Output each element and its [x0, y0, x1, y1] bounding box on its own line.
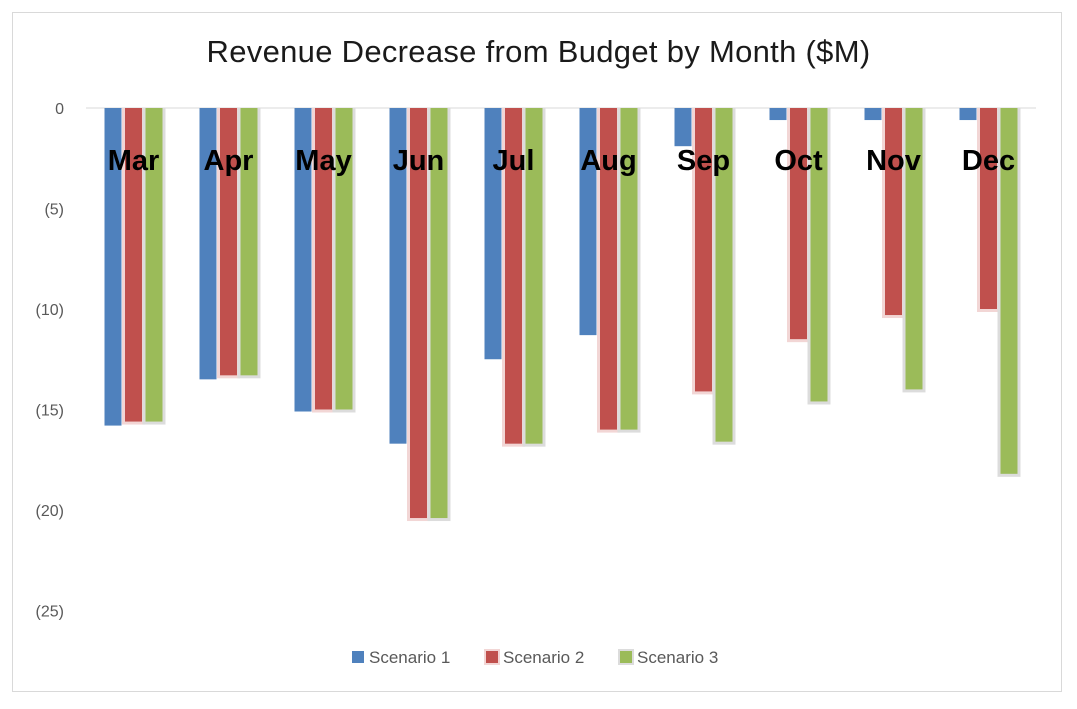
- bar-scenario-1-may: [294, 108, 312, 412]
- bar-scenario-1-sep: [674, 108, 692, 147]
- legend-swatch-scenario-2: [486, 651, 498, 663]
- bar-scenario-2-apr: [220, 108, 237, 376]
- bar-scenario-2-jun: [410, 108, 427, 519]
- bar-scenario-2-sep: [695, 108, 712, 392]
- bar-scenario-2-dec: [980, 108, 997, 309]
- bar-scenario-1-dec: [959, 108, 977, 121]
- bars: [104, 108, 1021, 522]
- category-label: Aug: [580, 145, 636, 177]
- bar-scenario-2-jul: [505, 108, 522, 444]
- bar-scenario-2-mar: [125, 108, 142, 422]
- chart-title: Revenue Decrease from Budget by Month ($…: [206, 34, 871, 69]
- y-axis: 0 (5) (10) (15) (20) (25): [36, 101, 1036, 621]
- category-label: Jul: [493, 145, 535, 177]
- y-tick-label: 0: [55, 101, 64, 118]
- legend-label-scenario-2: Scenario 2: [503, 648, 584, 667]
- bar-scenario-3-sep: [715, 108, 733, 442]
- y-tick-label: (10): [36, 302, 64, 319]
- y-tick-label: (25): [36, 604, 64, 621]
- bar-scenario-1-jul: [484, 108, 502, 360]
- legend-swatch-scenario-3: [620, 651, 632, 663]
- category-label: Oct: [774, 145, 823, 177]
- category-label: Mar: [108, 145, 160, 177]
- legend: Scenario 1 Scenario 2 Scenario 3: [352, 648, 718, 667]
- bar-scenario-2-aug: [600, 108, 617, 430]
- y-tick-label: (20): [36, 503, 64, 520]
- category-label: Jun: [393, 145, 445, 177]
- bar-scenario-3-may: [335, 108, 353, 410]
- category-label: Nov: [866, 145, 921, 177]
- bar-scenario-2-nov: [885, 108, 902, 316]
- category-labels: Mar Apr May Jun Jul Aug Sep Oct Nov Dec: [108, 145, 1015, 177]
- legend-label-scenario-1: Scenario 1: [369, 648, 450, 667]
- bar-scenario-3-apr: [240, 108, 258, 376]
- bar-scenario-3-jun: [430, 108, 448, 519]
- bar-scenario-2-oct: [790, 108, 807, 340]
- bar-scenario-1-mar: [104, 108, 122, 426]
- bar-scenario-3-dec: [1000, 108, 1018, 474]
- bar-scenario-1-jun: [389, 108, 407, 444]
- category-label: Dec: [962, 145, 1015, 177]
- category-label: Apr: [204, 145, 254, 177]
- bar-scenario-1-aug: [579, 108, 597, 336]
- category-label: May: [295, 145, 351, 177]
- bar-scenario-3-jul: [525, 108, 543, 444]
- bar-scenario-3-aug: [620, 108, 638, 430]
- legend-label-scenario-3: Scenario 3: [637, 648, 718, 667]
- bar-scenario-1-oct: [769, 108, 787, 121]
- category-label: Sep: [677, 145, 730, 177]
- y-tick-label: (5): [44, 202, 64, 219]
- bar-scenario-3-mar: [145, 108, 163, 422]
- legend-swatch-scenario-1: [352, 651, 364, 663]
- bar-scenario-3-oct: [810, 108, 828, 402]
- bar-scenario-1-nov: [864, 108, 882, 121]
- bar-scenario-3-nov: [905, 108, 923, 390]
- bar-scenario-1-apr: [199, 108, 217, 380]
- bar-scenario-2-may: [315, 108, 332, 410]
- y-tick-label: (15): [36, 403, 64, 420]
